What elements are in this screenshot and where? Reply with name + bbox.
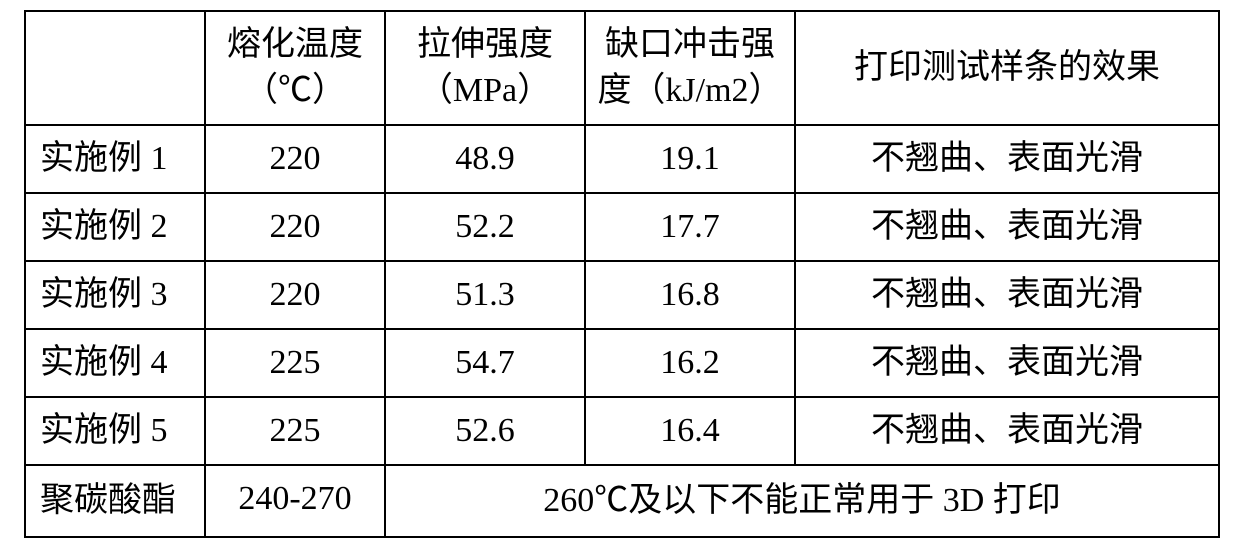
cell-label: 实施例 3 — [25, 261, 205, 329]
cell-impact: 16.8 — [585, 261, 795, 329]
col-header-effect-text: 打印测试样条的效果 — [854, 45, 1160, 91]
cell-label-polycarbonate: 聚碳酸酯 — [25, 465, 205, 537]
cell-impact: 16.4 — [585, 397, 795, 465]
col-header-melt: 熔化温度（℃） — [205, 11, 385, 125]
cell-effect: 不翘曲、表面光滑 — [795, 397, 1219, 465]
cell-impact: 19.1 — [585, 125, 795, 193]
cell-melt-polycarbonate: 240-270 — [205, 465, 385, 537]
cell-effect: 不翘曲、表面光滑 — [795, 193, 1219, 261]
data-table: 熔化温度（℃） 拉伸强度（MPa） 缺口冲击强度（kJ/m2） 打印测试样条的效… — [24, 10, 1220, 538]
cell-label: 实施例 2 — [25, 193, 205, 261]
cell-label: 实施例 5 — [25, 397, 205, 465]
table-row: 实施例 3 220 51.3 16.8 不翘曲、表面光滑 — [25, 261, 1219, 329]
col-header-label — [25, 11, 205, 125]
table-header-row: 熔化温度（℃） 拉伸强度（MPa） 缺口冲击强度（kJ/m2） 打印测试样条的效… — [25, 11, 1219, 125]
cell-label: 实施例 4 — [25, 329, 205, 397]
cell-effect: 不翘曲、表面光滑 — [795, 261, 1219, 329]
table-row: 实施例 5 225 52.6 16.4 不翘曲、表面光滑 — [25, 397, 1219, 465]
cell-label: 实施例 1 — [25, 125, 205, 193]
col-header-impact-text: 缺口冲击强度（kJ/m2） — [594, 22, 786, 114]
cell-tensile: 52.2 — [385, 193, 585, 261]
col-header-tensile: 拉伸强度（MPa） — [385, 11, 585, 125]
col-header-melt-text: 熔化温度（℃） — [214, 22, 376, 114]
col-header-effect: 打印测试样条的效果 — [795, 11, 1219, 125]
cell-melt: 220 — [205, 125, 385, 193]
cell-tensile: 51.3 — [385, 261, 585, 329]
cell-impact: 16.2 — [585, 329, 795, 397]
col-header-impact: 缺口冲击强度（kJ/m2） — [585, 11, 795, 125]
table-footer-row: 聚碳酸酯 240-270 260℃及以下不能正常用于 3D 打印 — [25, 465, 1219, 537]
cell-effect: 不翘曲、表面光滑 — [795, 125, 1219, 193]
cell-effect: 不翘曲、表面光滑 — [795, 329, 1219, 397]
cell-melt: 220 — [205, 261, 385, 329]
col-header-tensile-text: 拉伸强度（MPa） — [394, 22, 576, 114]
table-body: 实施例 1 220 48.9 19.1 不翘曲、表面光滑 实施例 2 220 5… — [25, 125, 1219, 537]
cell-tensile: 54.7 — [385, 329, 585, 397]
table-row: 实施例 2 220 52.2 17.7 不翘曲、表面光滑 — [25, 193, 1219, 261]
cell-melt: 225 — [205, 397, 385, 465]
table-row: 实施例 4 225 54.7 16.2 不翘曲、表面光滑 — [25, 329, 1219, 397]
cell-melt: 225 — [205, 329, 385, 397]
table-row: 实施例 1 220 48.9 19.1 不翘曲、表面光滑 — [25, 125, 1219, 193]
cell-tensile: 52.6 — [385, 397, 585, 465]
table-container: 熔化温度（℃） 拉伸强度（MPa） 缺口冲击强度（kJ/m2） 打印测试样条的效… — [0, 0, 1240, 558]
cell-tensile: 48.9 — [385, 125, 585, 193]
cell-note-polycarbonate: 260℃及以下不能正常用于 3D 打印 — [385, 465, 1219, 537]
cell-impact: 17.7 — [585, 193, 795, 261]
cell-melt: 220 — [205, 193, 385, 261]
